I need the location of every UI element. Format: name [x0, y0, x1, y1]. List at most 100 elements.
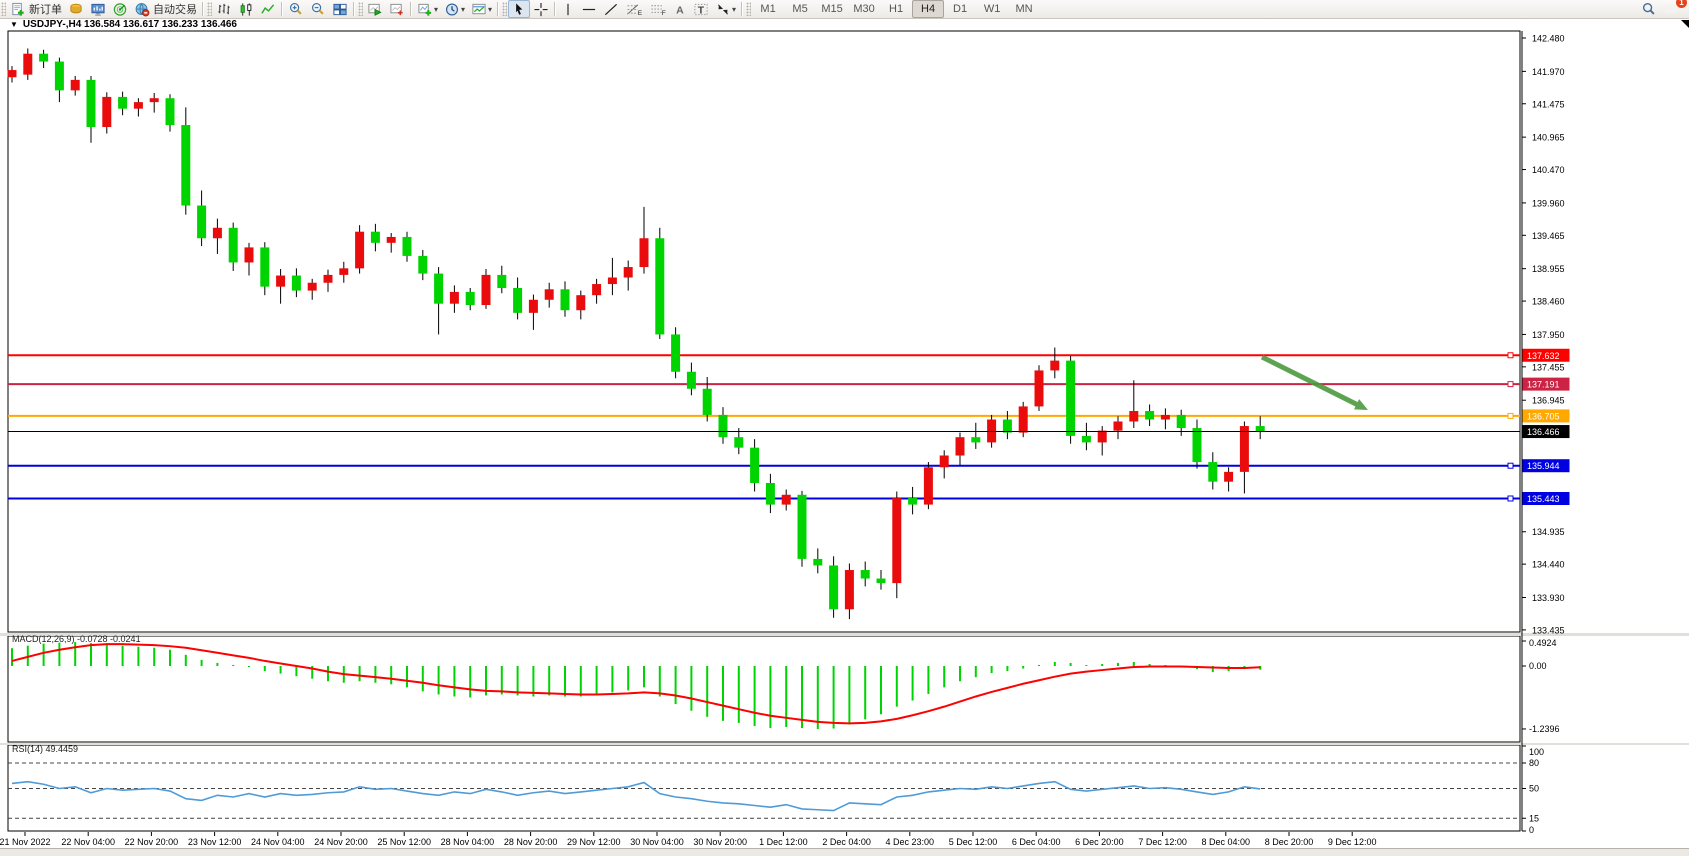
candle-body-down	[434, 273, 444, 304]
status-bar	[0, 848, 1689, 856]
time-tick-label: 24 Nov 04:00	[251, 837, 305, 847]
search-button[interactable]	[1638, 0, 1660, 18]
line-handle[interactable]	[1507, 352, 1514, 359]
strategy-test-button[interactable]	[364, 0, 386, 18]
candle-body-down	[291, 275, 301, 291]
template-button[interactable]: ▾	[468, 0, 495, 18]
chart-dropdown-icon[interactable]: ▼	[10, 20, 18, 29]
axis-corner-icon[interactable]	[1681, 20, 1689, 28]
timeframe-W1[interactable]: W1	[983, 3, 1001, 15]
toolbar-grip[interactable]	[746, 2, 752, 16]
candle	[244, 242, 254, 276]
horizontal-line-135.944[interactable]	[8, 462, 1520, 469]
new-order-button[interactable]: 新订单	[7, 0, 65, 18]
candle	[1239, 421, 1249, 494]
price-label-135.944: 135.944	[1522, 459, 1570, 473]
line-handle[interactable]	[1507, 462, 1514, 469]
period-button[interactable]: ▾	[441, 0, 468, 18]
timeframe-H4[interactable]: H4	[912, 0, 945, 18]
vertical-line-icon	[561, 2, 575, 17]
text-label-tool-button[interactable]: T	[690, 0, 712, 18]
panel-splitter[interactable]	[0, 633, 1689, 636]
line-chart-button[interactable]	[257, 0, 279, 18]
candle-body-down	[860, 570, 870, 579]
toolbar-grip[interactable]	[1, 2, 6, 16]
timeframe-M15[interactable]: M15	[821, 3, 843, 15]
timeframe-D1[interactable]: D1	[953, 3, 968, 15]
timeframe-MN[interactable]: MN	[1015, 3, 1033, 15]
candle-body-up	[1224, 471, 1234, 482]
tile-windows-button[interactable]	[329, 0, 351, 18]
terminal-button[interactable]	[87, 0, 109, 18]
toolbar-grip[interactable]	[207, 2, 212, 16]
toolbar-grip[interactable]	[502, 2, 508, 16]
line-handle[interactable]	[1507, 412, 1514, 419]
timeframe-M30[interactable]: M30	[853, 3, 875, 15]
autotrade-button[interactable]: 自动交易	[131, 0, 200, 18]
candle-body-down	[1255, 426, 1265, 432]
candle	[908, 486, 918, 515]
arrows-tool-button[interactable]: ▾	[712, 0, 739, 18]
candlestick-icon	[238, 2, 254, 17]
horizontal-line-137.632[interactable]	[8, 352, 1520, 359]
candle-body-up	[355, 231, 365, 269]
cursor-tool-button[interactable]	[508, 0, 531, 18]
candle	[54, 57, 64, 103]
time-tick-label: 22 Nov 20:00	[125, 837, 179, 847]
trend-arrow[interactable]	[1260, 354, 1368, 410]
candle	[355, 225, 365, 274]
chart-title[interactable]: ▼ USDJPY-,H4 136.584 136.617 136.233 136.…	[10, 19, 237, 30]
fibo-tool-button[interactable]: E	[622, 0, 646, 18]
candle	[750, 439, 760, 492]
horizontal-line-135.443[interactable]	[8, 495, 1520, 502]
rsi-tick-label: 0	[1529, 825, 1534, 835]
time-tick-label: 6 Dec 04:00	[1012, 837, 1061, 847]
svg-text:136.705: 136.705	[1527, 411, 1560, 421]
timeframe-H1[interactable]: H1	[889, 3, 904, 15]
toolbar-grip[interactable]	[358, 2, 363, 16]
horizontal-line-137.191[interactable]	[8, 381, 1520, 388]
price-label-136.466: 136.466	[1522, 425, 1570, 439]
market-watch-button[interactable]	[65, 0, 87, 18]
candle	[23, 48, 33, 80]
notifications-button[interactable]: 1	[1660, 0, 1687, 18]
candle-body-down	[86, 79, 96, 127]
candle-body-up	[323, 274, 333, 283]
line-handle[interactable]	[1507, 495, 1514, 502]
signals-button[interactable]	[109, 0, 131, 18]
main-panel	[7, 30, 1521, 633]
time-tick-label: 28 Nov 04:00	[441, 837, 495, 847]
bar-chart-button[interactable]	[213, 0, 235, 18]
candle	[291, 268, 301, 298]
timeframe-M1[interactable]: M1	[760, 3, 776, 15]
candle	[118, 91, 128, 116]
zoom-out-button[interactable]	[307, 0, 329, 18]
trendline-tool-button[interactable]	[600, 0, 622, 18]
panel-splitter[interactable]	[0, 743, 1689, 745]
vertical-line-tool-button[interactable]	[558, 0, 578, 18]
channel-tool-button[interactable]: F	[646, 0, 670, 18]
toolbar-separator	[281, 2, 283, 16]
chart-shift-button[interactable]	[386, 0, 408, 18]
horizontal-line-tool-button[interactable]	[578, 0, 600, 18]
candle-body-down	[671, 334, 681, 372]
dropdown-caret-icon: ▾	[732, 4, 737, 14]
timeframe-M5[interactable]: M5	[792, 3, 808, 15]
price-tick-label: 139.465	[1532, 231, 1565, 241]
svg-text:135.443: 135.443	[1527, 494, 1560, 504]
price-tick-label: 139.960	[1532, 198, 1565, 208]
candle	[276, 269, 286, 304]
time-tick-label: 9 Dec 12:00	[1328, 837, 1377, 847]
toolbar-separator	[410, 2, 412, 16]
horizontal-line-136.705[interactable]	[8, 412, 1520, 419]
candlestick-chart-button[interactable]	[235, 0, 257, 18]
candle-body-up	[449, 291, 459, 304]
price-tick-label: 140.965	[1532, 133, 1565, 143]
add-indicator-button[interactable]: ▾	[414, 0, 441, 18]
line-handle[interactable]	[1507, 381, 1514, 388]
crosshair-tool-button[interactable]	[530, 0, 552, 18]
price-tick-label: 136.945	[1532, 396, 1565, 406]
zoom-in-button[interactable]	[285, 0, 307, 18]
text-tool-button[interactable]: A	[670, 0, 690, 18]
